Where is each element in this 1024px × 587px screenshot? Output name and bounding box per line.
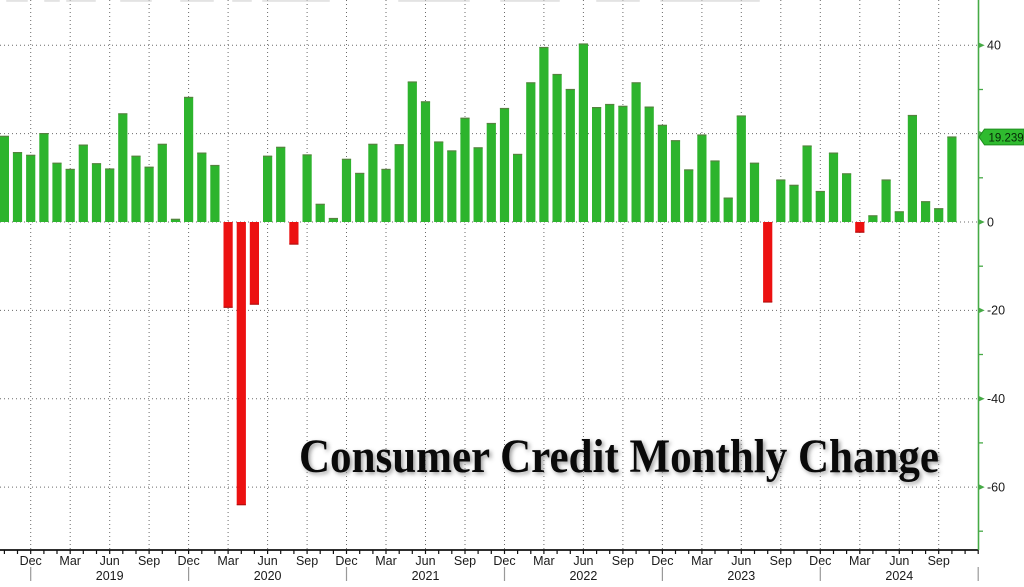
svg-text:Mar: Mar [691, 554, 713, 568]
svg-text:Jun: Jun [100, 554, 120, 568]
svg-text:Jun: Jun [573, 554, 593, 568]
svg-text:Dec: Dec [177, 554, 199, 568]
svg-text:0: 0 [987, 215, 994, 229]
svg-text:Mar: Mar [849, 554, 871, 568]
svg-text:Sep: Sep [296, 554, 318, 568]
svg-text:-20: -20 [987, 304, 1005, 318]
svg-text:Dec: Dec [335, 554, 357, 568]
svg-text:40: 40 [987, 39, 1001, 53]
svg-text:Dec: Dec [809, 554, 831, 568]
svg-text:Mar: Mar [533, 554, 555, 568]
svg-text:Sep: Sep [928, 554, 950, 568]
svg-text:2022: 2022 [569, 569, 597, 582]
svg-text:Jun: Jun [731, 554, 751, 568]
svg-text:Dec: Dec [20, 554, 42, 568]
svg-text:Mar: Mar [375, 554, 397, 568]
svg-text:Dec: Dec [493, 554, 515, 568]
svg-text:2024: 2024 [885, 569, 913, 582]
svg-text:Consumer Credit Monthly Change: Consumer Credit Monthly Change [301, 433, 941, 485]
svg-text:Jun: Jun [415, 554, 435, 568]
svg-text:Jun: Jun [889, 554, 909, 568]
svg-text:Mar: Mar [59, 554, 81, 568]
svg-text:2023: 2023 [727, 569, 755, 582]
svg-text:2021: 2021 [412, 569, 440, 582]
svg-text:Sep: Sep [770, 554, 792, 568]
svg-text:2019: 2019 [96, 569, 124, 582]
svg-text:Mar: Mar [217, 554, 239, 568]
svg-text:Sep: Sep [138, 554, 160, 568]
svg-text:Dec: Dec [651, 554, 673, 568]
svg-text:2020: 2020 [254, 569, 282, 582]
svg-text:Sep: Sep [454, 554, 476, 568]
svg-text:Sep: Sep [612, 554, 634, 568]
svg-text:Jun: Jun [258, 554, 278, 568]
svg-text:19.239: 19.239 [989, 132, 1024, 144]
svg-text:Consumer Credit Monthly Change: Consumer Credit Monthly Change [299, 431, 939, 483]
svg-text:-60: -60 [987, 480, 1005, 494]
svg-text:-40: -40 [987, 392, 1005, 406]
